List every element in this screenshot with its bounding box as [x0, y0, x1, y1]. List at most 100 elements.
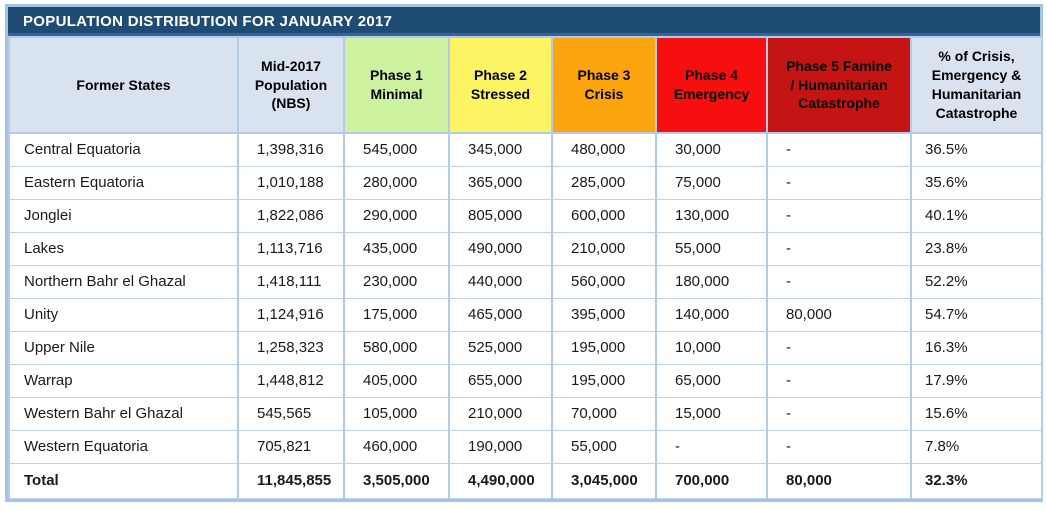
cell-phase-3-crisis: 600,000: [551, 198, 657, 233]
cell-phase-2-stressed: 440,000: [448, 264, 553, 299]
table-row: Lakes 1,113,716 435,000 490,000 210,000 55,00…: [8, 231, 1043, 266]
cell-state-name: Northern Bahr el Ghazal: [8, 264, 239, 299]
cell-phase-2-stressed: 4,490,000: [448, 462, 553, 499]
cell-phase-2-stressed: 655,000: [448, 363, 553, 398]
cell-phase-5-famine-humanitarian-catastrophe: -: [766, 132, 912, 167]
cell-state-name: Upper Nile: [8, 330, 239, 365]
cell-mid-2017-population-nbs: 1,418,111: [237, 264, 345, 299]
population-distribution-table: POPULATION DISTRIBUTION FOR JANUARY 2017…: [5, 4, 1043, 502]
cell-phase-2-stressed: 345,000: [448, 132, 553, 167]
cell-pct-crisis-emergency-catastrophe: 40.1%: [910, 198, 1043, 233]
cell-phase-1-minimal: 405,000: [343, 363, 450, 398]
cell-phase-1-minimal: 290,000: [343, 198, 450, 233]
cell-phase-4-emergency: 30,000: [655, 132, 768, 167]
population-table: Former States Mid-2017 Population (NBS) …: [8, 36, 1043, 499]
cell-phase-5-famine-humanitarian-catastrophe: -: [766, 429, 912, 464]
column-header-phase-2-stressed: Phase 2 Stressed: [448, 36, 553, 134]
cell-state-name: Western Equatoria: [8, 429, 239, 464]
cell-state-name: Jonglei: [8, 198, 239, 233]
cell-phase-3-crisis: 395,000: [551, 297, 657, 332]
cell-pct-crisis-emergency-catastrophe: 17.9%: [910, 363, 1043, 398]
cell-phase-4-emergency: 75,000: [655, 165, 768, 200]
column-header-mid-2017-population: Mid-2017 Population (NBS): [237, 36, 345, 134]
cell-phase-3-crisis: 480,000: [551, 132, 657, 167]
cell-mid-2017-population-nbs: 1,124,916: [237, 297, 345, 332]
cell-phase-4-emergency: 15,000: [655, 396, 768, 431]
cell-state-name: Total: [8, 462, 239, 499]
cell-phase-4-emergency: 55,000: [655, 231, 768, 266]
table-header: Former States Mid-2017 Population (NBS) …: [8, 36, 1043, 134]
cell-pct-crisis-emergency-catastrophe: 7.8%: [910, 429, 1043, 464]
column-header-phase-5-famine: Phase 5 Famine / Humanitarian Catastroph…: [766, 36, 912, 134]
cell-phase-1-minimal: 3,505,000: [343, 462, 450, 499]
cell-phase-3-crisis: 3,045,000: [551, 462, 657, 499]
cell-pct-crisis-emergency-catastrophe: 32.3%: [910, 462, 1043, 499]
table-title-bar: POPULATION DISTRIBUTION FOR JANUARY 2017: [8, 7, 1040, 36]
cell-phase-5-famine-humanitarian-catastrophe: -: [766, 330, 912, 365]
cell-phase-4-emergency: 700,000: [655, 462, 768, 499]
table-row: Warrap 1,448,812 405,000 655,000 195,000 65,0…: [8, 363, 1043, 398]
cell-pct-crisis-emergency-catastrophe: 15.6%: [910, 396, 1043, 431]
cell-phase-5-famine-humanitarian-catastrophe: 80,000: [766, 462, 912, 499]
cell-pct-crisis-emergency-catastrophe: 54.7%: [910, 297, 1043, 332]
cell-phase-4-emergency: 130,000: [655, 198, 768, 233]
table-row: Central Equatoria 1,398,316 545,000 345,000…: [8, 132, 1043, 167]
cell-phase-3-crisis: 560,000: [551, 264, 657, 299]
cell-mid-2017-population-nbs: 1,010,188: [237, 165, 345, 200]
cell-pct-crisis-emergency-catastrophe: 36.5%: [910, 132, 1043, 167]
cell-mid-2017-population-nbs: 1,398,316: [237, 132, 345, 167]
cell-phase-5-famine-humanitarian-catastrophe: -: [766, 231, 912, 266]
cell-phase-2-stressed: 365,000: [448, 165, 553, 200]
cell-phase-4-emergency: 65,000: [655, 363, 768, 398]
column-header-phase-1-minimal: Phase 1 Minimal: [343, 36, 450, 134]
cell-phase-4-emergency: 10,000: [655, 330, 768, 365]
cell-pct-crisis-emergency-catastrophe: 35.6%: [910, 165, 1043, 200]
cell-phase-1-minimal: 280,000: [343, 165, 450, 200]
cell-phase-3-crisis: 55,000: [551, 429, 657, 464]
cell-phase-3-crisis: 70,000: [551, 396, 657, 431]
cell-phase-1-minimal: 580,000: [343, 330, 450, 365]
cell-phase-1-minimal: 435,000: [343, 231, 450, 266]
cell-phase-2-stressed: 525,000: [448, 330, 553, 365]
cell-pct-crisis-emergency-catastrophe: 23.8%: [910, 231, 1043, 266]
table-row: Jonglei 1,822,086 290,000 805,000 600,000 130…: [8, 198, 1043, 233]
cell-mid-2017-population-nbs: 1,113,716: [237, 231, 345, 266]
cell-pct-crisis-emergency-catastrophe: 16.3%: [910, 330, 1043, 365]
cell-phase-5-famine-humanitarian-catastrophe: -: [766, 264, 912, 299]
cell-phase-2-stressed: 465,000: [448, 297, 553, 332]
table-row: Western Bahr el Ghazal 545,565 105,000 210,…: [8, 396, 1043, 431]
cell-state-name: Eastern Equatoria: [8, 165, 239, 200]
cell-mid-2017-population-nbs: 545,565: [237, 396, 345, 431]
cell-phase-4-emergency: 180,000: [655, 264, 768, 299]
table-row-total: Total 11,845,855 3,505,000 4,490,000 3,045,0…: [8, 462, 1043, 499]
table-row: Upper Nile 1,258,323 580,000 525,000 195,000…: [8, 330, 1043, 365]
cell-phase-1-minimal: 460,000: [343, 429, 450, 464]
table-row: Northern Bahr el Ghazal 1,418,111 230,000 4…: [8, 264, 1043, 299]
cell-phase-1-minimal: 230,000: [343, 264, 450, 299]
cell-phase-5-famine-humanitarian-catastrophe: -: [766, 363, 912, 398]
cell-phase-2-stressed: 190,000: [448, 429, 553, 464]
cell-state-name: Western Bahr el Ghazal: [8, 396, 239, 431]
cell-phase-1-minimal: 175,000: [343, 297, 450, 332]
table-row: Eastern Equatoria 1,010,188 280,000 365,000…: [8, 165, 1043, 200]
cell-phase-5-famine-humanitarian-catastrophe: -: [766, 198, 912, 233]
cell-phase-2-stressed: 210,000: [448, 396, 553, 431]
cell-state-name: Warrap: [8, 363, 239, 398]
cell-phase-1-minimal: 545,000: [343, 132, 450, 167]
column-header-phase-3-crisis: Phase 3 Crisis: [551, 36, 657, 134]
cell-phase-2-stressed: 805,000: [448, 198, 553, 233]
cell-phase-3-crisis: 210,000: [551, 231, 657, 266]
cell-mid-2017-population-nbs: 1,258,323: [237, 330, 345, 365]
header-row: Former States Mid-2017 Population (NBS) …: [8, 36, 1043, 134]
cell-state-name: Central Equatoria: [8, 132, 239, 167]
cell-phase-3-crisis: 285,000: [551, 165, 657, 200]
cell-phase-4-emergency: -: [655, 429, 768, 464]
table-row: Western Equatoria 705,821 460,000 190,000 55…: [8, 429, 1043, 464]
column-header-former-states: Former States: [8, 36, 239, 134]
cell-phase-2-stressed: 490,000: [448, 231, 553, 266]
table-row: Unity 1,124,916 175,000 465,000 395,000 140,0…: [8, 297, 1043, 332]
column-header-phase-4-emergency: Phase 4 Emergency: [655, 36, 768, 134]
cell-phase-5-famine-humanitarian-catastrophe: 80,000: [766, 297, 912, 332]
cell-phase-3-crisis: 195,000: [551, 363, 657, 398]
column-header-pct-crisis: % of Crisis, Emergency & Humanitarian Ca…: [910, 36, 1043, 134]
